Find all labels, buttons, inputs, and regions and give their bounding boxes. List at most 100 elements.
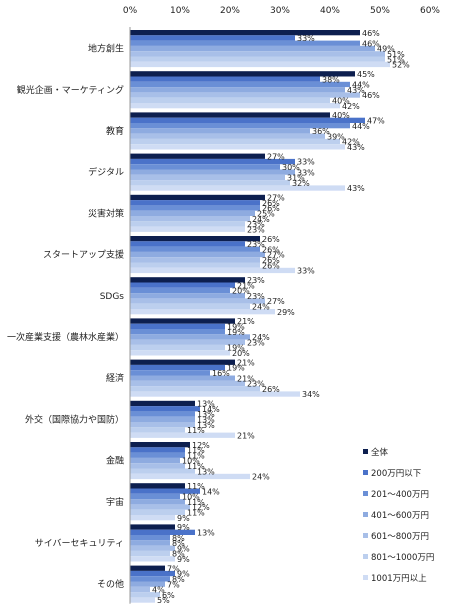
data-label: 51% [387, 55, 405, 64]
bar [130, 221, 245, 227]
data-label: 26% [262, 261, 280, 270]
data-label: 12% [192, 503, 210, 512]
data-label: 33% [297, 158, 315, 167]
data-label: 52% [392, 61, 410, 70]
data-label: 31% [287, 174, 305, 183]
data-label: 11% [187, 509, 205, 518]
data-label: 21% [237, 317, 255, 326]
data-label: 21% [237, 374, 255, 383]
bar [130, 488, 200, 494]
category-label: 地方創生 [88, 43, 124, 55]
bar [130, 185, 345, 191]
bar [130, 576, 170, 582]
bar [130, 416, 195, 422]
data-label: 11% [187, 426, 205, 435]
bar [130, 422, 195, 428]
bar [130, 427, 185, 433]
bar [130, 370, 210, 376]
bar [130, 92, 360, 98]
data-label: 42% [342, 138, 360, 147]
bar [130, 359, 235, 365]
data-label: 27% [267, 152, 285, 161]
data-label: 5% [157, 596, 170, 605]
bar [130, 241, 245, 247]
data-label: 26% [262, 256, 280, 265]
bar [130, 117, 365, 123]
category-label: 宇宙 [106, 496, 124, 508]
legend-swatch [363, 554, 368, 559]
bar [130, 581, 165, 587]
category-label: スタートアップ支援 [43, 249, 124, 261]
data-label: 43% [347, 184, 365, 193]
data-label: 40% [332, 111, 350, 120]
category-label: その他 [97, 578, 124, 590]
bar [130, 364, 225, 371]
bar [130, 339, 245, 345]
data-label: 44% [352, 81, 370, 90]
category-label: 観光企画・マーケティング [17, 84, 124, 96]
x-tick-label: 40% [320, 6, 340, 16]
bar [130, 226, 245, 232]
bar [130, 323, 225, 329]
bar [130, 30, 360, 36]
bar [130, 267, 295, 274]
bar [130, 529, 195, 535]
data-label: 23% [247, 380, 265, 389]
bar [130, 61, 390, 68]
bar [130, 380, 245, 387]
data-label: 11% [187, 462, 205, 471]
data-label: 24% [252, 215, 270, 224]
data-label: 19% [227, 344, 245, 353]
bar [130, 87, 345, 93]
data-label: 10% [182, 493, 200, 502]
legend-entry: 801～1000万円 [371, 553, 434, 563]
bar [130, 153, 265, 159]
x-axis-ticks: 0% 10% 20% 30% 40% 50% 60% [123, 6, 441, 16]
data-label: 26% [262, 204, 280, 213]
bar [130, 262, 260, 268]
bar [130, 97, 330, 103]
data-label: 23% [247, 220, 265, 229]
legend-swatch [363, 512, 368, 517]
data-label: 51% [387, 50, 405, 59]
bar [130, 158, 295, 165]
data-label: 19% [227, 328, 245, 337]
bar [130, 194, 265, 201]
data-label: 29% [277, 308, 295, 317]
data-label: 8% [172, 575, 185, 584]
data-label: 23% [247, 225, 265, 234]
bar [130, 169, 295, 175]
category-label: 外交（国際協力や国防） [25, 413, 124, 425]
bar [130, 334, 250, 340]
data-label: 10% [182, 457, 200, 466]
data-label: 9% [177, 570, 190, 579]
bar [130, 483, 185, 489]
bar [130, 81, 350, 88]
bar [130, 246, 260, 252]
bar [130, 236, 260, 242]
category-label: SDGs [100, 292, 125, 302]
bar [130, 144, 345, 150]
data-label: 46% [362, 91, 380, 100]
data-label: 6% [162, 591, 175, 600]
bar [130, 282, 235, 288]
data-label: 46% [362, 39, 380, 48]
data-label: 13% [197, 467, 215, 476]
bar [130, 303, 250, 309]
legend-swatch [363, 491, 368, 496]
bar [130, 112, 330, 118]
data-label: 7% [167, 580, 180, 589]
bar [130, 550, 170, 557]
data-label: 14% [202, 487, 220, 496]
data-label: 45% [357, 70, 375, 79]
legend-swatch [363, 449, 368, 454]
bar [130, 493, 180, 500]
data-label: 23% [247, 276, 265, 285]
data-label: 24% [252, 333, 270, 342]
data-label: 38% [322, 75, 340, 84]
data-label: 11% [187, 482, 205, 491]
category-label: 教育 [106, 125, 124, 137]
x-tick-label: 30% [270, 6, 290, 16]
bar [130, 463, 185, 469]
bar [130, 293, 245, 299]
